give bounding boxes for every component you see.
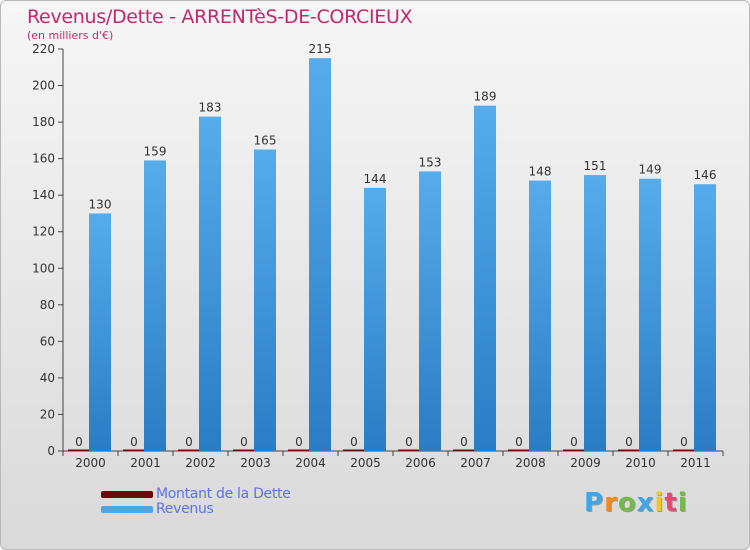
legend-label-debt: Montant de la Dette bbox=[156, 486, 291, 502]
x-tick-label: 2007 bbox=[460, 456, 491, 470]
x-tick-label: 2009 bbox=[570, 456, 601, 470]
bar-debt-label: 0 bbox=[185, 435, 193, 449]
bar-revenue-label: 151 bbox=[584, 159, 607, 173]
y-tick-label: 220 bbox=[32, 42, 55, 56]
proxiti-logo: Proxiti bbox=[584, 488, 688, 518]
x-tick-label: 2005 bbox=[350, 456, 381, 470]
y-tick-label: 100 bbox=[32, 261, 55, 275]
x-tick-label: 2000 bbox=[75, 456, 106, 470]
logo-letter: P bbox=[584, 488, 605, 518]
chart-subtitle: (en milliers d'€) bbox=[27, 29, 114, 42]
x-tick-label: 2004 bbox=[295, 456, 326, 470]
bar-debt bbox=[618, 449, 640, 451]
bar-revenue bbox=[474, 105, 496, 452]
logo-letter: i bbox=[654, 488, 665, 518]
bar-debt-label: 0 bbox=[625, 435, 633, 449]
bar-revenue-label: 130 bbox=[89, 197, 112, 211]
y-tick-label: 40 bbox=[40, 371, 55, 385]
bar-revenue bbox=[584, 175, 606, 451]
bar-revenue bbox=[639, 178, 661, 451]
y-tick-label: 160 bbox=[32, 152, 55, 166]
bar-debt bbox=[673, 449, 695, 451]
bar-revenue bbox=[199, 116, 221, 451]
bar-debt-label: 0 bbox=[75, 435, 83, 449]
y-tick-label: 140 bbox=[32, 188, 55, 202]
bar-debt bbox=[508, 449, 530, 451]
y-tick-label: 20 bbox=[40, 407, 55, 421]
x-tick-label: 2003 bbox=[240, 456, 271, 470]
bar-debt bbox=[343, 449, 365, 451]
bar-revenue bbox=[529, 180, 551, 451]
legend-swatch-debt bbox=[101, 491, 153, 498]
bar-debt-label: 0 bbox=[680, 435, 688, 449]
logo-letter: i bbox=[677, 488, 688, 518]
bar-debt-label: 0 bbox=[460, 435, 468, 449]
bar-revenue-label: 159 bbox=[144, 144, 167, 158]
bar-revenue bbox=[144, 160, 166, 452]
logo-letter: x bbox=[636, 488, 655, 518]
bar-revenue bbox=[309, 58, 331, 452]
bar-debt-label: 0 bbox=[350, 435, 358, 449]
bar-revenue-label: 146 bbox=[694, 168, 717, 182]
bar-debt bbox=[123, 449, 145, 451]
x-tick-label: 2008 bbox=[515, 456, 546, 470]
bar-revenue bbox=[694, 184, 716, 451]
y-tick-label: 80 bbox=[40, 298, 55, 312]
bar-revenue-label: 149 bbox=[639, 163, 662, 177]
logo-letter: r bbox=[604, 488, 618, 518]
bar-debt bbox=[398, 449, 420, 451]
logo-letter: o bbox=[617, 488, 637, 518]
bar-debt bbox=[563, 449, 585, 451]
x-tick-label: 2006 bbox=[405, 456, 436, 470]
bar-debt-label: 0 bbox=[240, 435, 248, 449]
bar-debt bbox=[178, 449, 200, 451]
bar-debt-label: 0 bbox=[405, 435, 413, 449]
bar-revenue-label: 189 bbox=[474, 90, 497, 104]
y-tick-label: 120 bbox=[32, 225, 55, 239]
chart-title: Revenus/Dette - ARRENTèS-DE-CORCIEUX bbox=[27, 6, 413, 28]
legend-swatch-revenue bbox=[101, 506, 153, 513]
y-tick-label: 60 bbox=[40, 334, 55, 348]
x-tick-label: 2010 bbox=[625, 456, 656, 470]
bar-debt-label: 0 bbox=[295, 435, 303, 449]
bar-revenue-label: 144 bbox=[364, 172, 387, 186]
bar-revenue bbox=[254, 149, 276, 451]
x-tick-label: 2001 bbox=[130, 456, 161, 470]
bar-debt-label: 0 bbox=[515, 435, 523, 449]
bar-revenue-label: 153 bbox=[419, 155, 442, 169]
bar-debt-label: 0 bbox=[130, 435, 138, 449]
bar-revenue-label: 183 bbox=[199, 101, 222, 115]
legend-label-revenue: Revenus bbox=[156, 501, 214, 517]
y-tick-label: 200 bbox=[32, 79, 55, 93]
bar-revenue bbox=[419, 171, 441, 451]
x-tick-label: 2002 bbox=[185, 456, 216, 470]
bar-revenue bbox=[89, 213, 111, 451]
y-tick-label: 180 bbox=[32, 115, 55, 129]
bar-revenue-label: 215 bbox=[309, 42, 332, 56]
bar-revenue-label: 165 bbox=[254, 134, 277, 148]
y-tick-label: 0 bbox=[47, 444, 55, 458]
logo-letter: t bbox=[664, 488, 678, 518]
bar-debt bbox=[453, 449, 475, 451]
x-tick-label: 2011 bbox=[680, 456, 711, 470]
bar-debt-label: 0 bbox=[570, 435, 578, 449]
bar-debt bbox=[68, 449, 90, 451]
bar-revenue bbox=[364, 187, 386, 451]
bar-debt bbox=[233, 449, 255, 451]
bar-debt bbox=[288, 449, 310, 451]
bar-revenue-label: 148 bbox=[529, 165, 552, 179]
